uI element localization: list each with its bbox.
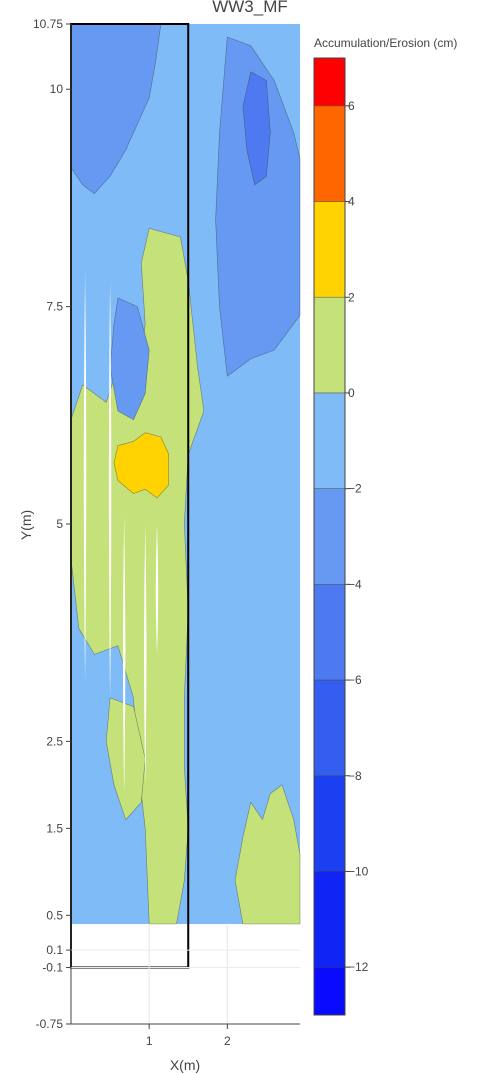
contour-region-lower-left-accumulation: [105, 697, 146, 821]
missing-data-gap-1: [83, 271, 87, 681]
colorbar-band: [314, 488, 345, 585]
colorbar-band: [314, 58, 345, 106]
y-tick-label: 5: [56, 517, 63, 531]
contour-region-center-erosion: [109, 297, 150, 421]
colorbar-band: [314, 584, 345, 681]
colorbar-band: [314, 871, 345, 968]
colorbar-tick-label: −10: [348, 864, 369, 878]
colorbar-band: [314, 201, 345, 298]
y-tick-label: 2.5: [46, 734, 63, 748]
colorbar-band: [314, 105, 345, 202]
missing-data-gap-5: [155, 524, 159, 655]
colorbar-tick-label: −2: [348, 482, 362, 496]
contour-region-top-right-erosion: [215, 36, 301, 377]
grid-lines: [71, 925, 300, 1025]
colorbar-band: [314, 297, 345, 393]
y-tick-label: 0.1: [46, 943, 63, 957]
y-tick-label: 7.5: [46, 300, 63, 314]
y-tick-label: 1.5: [46, 821, 63, 835]
y-tick-label: -0.75: [36, 1017, 64, 1031]
colorbar-tick-label: 4: [348, 195, 355, 209]
y-tick-label: 10: [50, 82, 64, 96]
missing-data-gap-3: [122, 515, 126, 794]
y-axis: 10.75 10 7.5 5 2.5 1.5 0.5 0.1 -0.1 -0.75: [33, 17, 72, 1031]
y-tick-label: 10.75: [33, 17, 63, 31]
colorbar: 6 4 2 0 −2 −4 −6 −8 −10 −12: [313, 57, 369, 1016]
contour-region-top-left-erosion: [70, 23, 162, 194]
colorbar-band: [314, 967, 345, 1015]
colorbar-tick-label: 2: [348, 290, 355, 304]
colorbar-tick-label: −12: [348, 960, 369, 974]
y-axis-title: Y(m): [18, 510, 34, 540]
y-tick-label: -0.1: [42, 960, 63, 974]
colorbar-tick-label: −4: [348, 577, 362, 591]
plot-area[interactable]: [70, 23, 301, 969]
contour-region-right-deep-erosion: [242, 71, 271, 186]
x-axis-title: X(m): [170, 1057, 200, 1073]
colorbar-band: [314, 392, 345, 489]
y-tick-label: 0.5: [46, 908, 63, 922]
colorbar-tick-label: −6: [348, 673, 362, 687]
colorbar-band: [314, 775, 345, 872]
colorbar-band: [314, 680, 345, 776]
x-tick-label: 2: [224, 1034, 231, 1048]
missing-data-gap-2: [108, 280, 112, 698]
chart-title: WW3_MF: [212, 0, 288, 16]
colorbar-tick-label: 0: [348, 386, 355, 400]
colorbar-tick-label: −8: [348, 769, 362, 783]
contour-region-center-peak-accumulation: [113, 432, 169, 499]
missing-data-gap-4: [144, 524, 147, 785]
contour-region-bottom-right-accumulation: [234, 784, 301, 925]
colorbar-title: Accumulation/Erosion (cm): [314, 36, 457, 50]
colorbar-tick-label: 6: [348, 99, 355, 113]
colorbar-outline: [313, 57, 346, 1016]
x-tick-label: 1: [146, 1034, 153, 1048]
